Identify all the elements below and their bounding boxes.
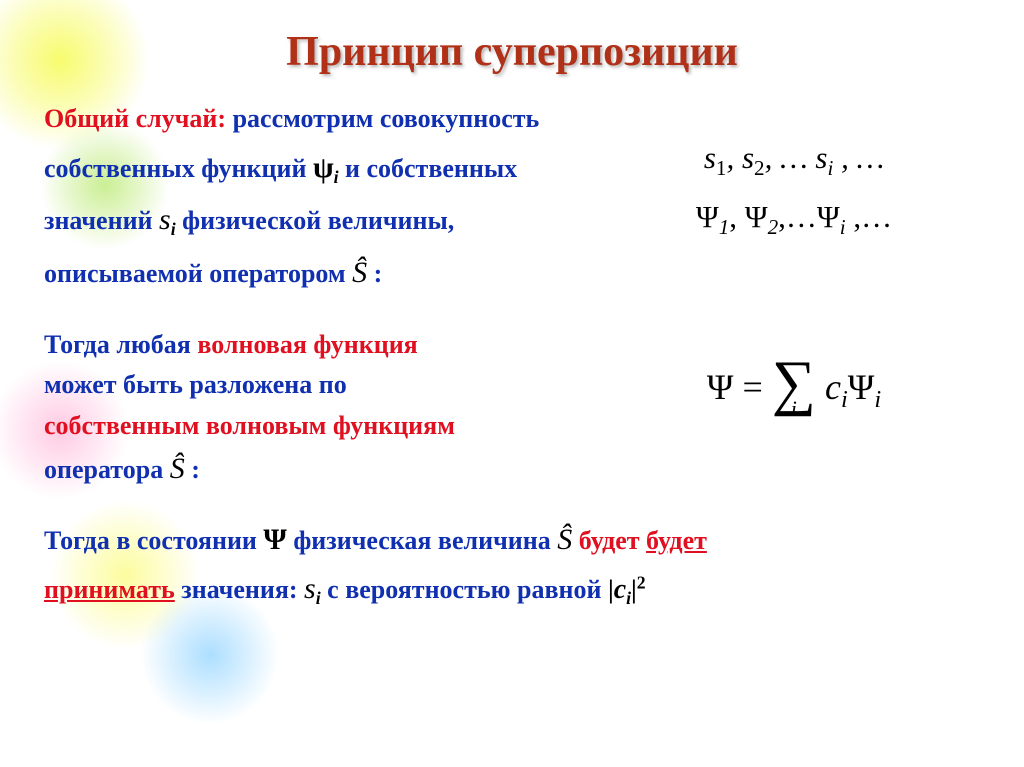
superposition-equation: Ψ = ∑i ciΨi xyxy=(604,325,984,422)
s-symbol: s xyxy=(304,572,316,605)
psi-symbol: Ψ xyxy=(263,523,286,556)
operator-S: Ŝ xyxy=(557,523,572,556)
section-2-text: Тогда любая волновая функция может быть … xyxy=(44,325,604,492)
sum-symbol: ∑i xyxy=(772,359,816,422)
take-values-label: принимать xyxy=(44,575,175,604)
section-2-row: Тогда любая волновая функция может быть … xyxy=(44,325,984,492)
section-1-text: Общий случай: рассмотрим совокупность со… xyxy=(44,96,604,299)
lead-label: Общий случай: xyxy=(44,104,226,133)
s-symbol: s xyxy=(159,203,171,236)
section-1-row: Общий случай: рассмотрим совокупность со… xyxy=(44,96,984,299)
section-3-text: Тогда в состоянии Ψ физическая величина … xyxy=(44,516,984,613)
operator-S: Ŝ xyxy=(352,256,367,289)
operator-S: Ŝ xyxy=(170,452,185,485)
slide-body: Общий случай: рассмотрим совокупность со… xyxy=(0,76,1024,614)
c-symbol: c xyxy=(614,574,626,605)
slide-title: Принцип суперпозиции xyxy=(0,0,1024,76)
eigenvalues-list: s1, s2, … si , … Ψ1, Ψ2,…Ψi ,… xyxy=(604,96,984,247)
wave-function-label: волновая функция xyxy=(197,330,417,359)
psi-symbol: ψ xyxy=(313,151,334,184)
